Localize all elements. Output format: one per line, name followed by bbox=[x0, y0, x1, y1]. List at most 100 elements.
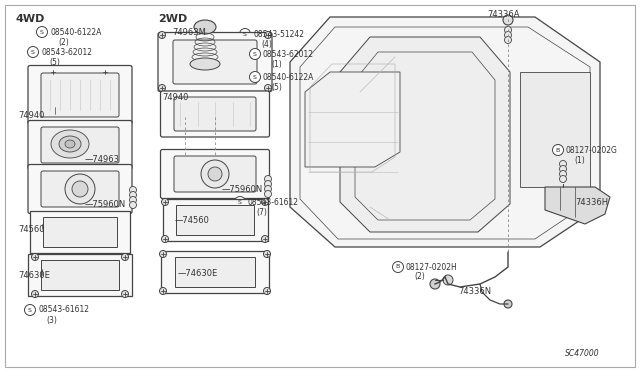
Circle shape bbox=[504, 32, 511, 38]
FancyBboxPatch shape bbox=[174, 97, 256, 131]
Polygon shape bbox=[340, 37, 510, 232]
FancyBboxPatch shape bbox=[173, 40, 257, 84]
Circle shape bbox=[264, 190, 271, 198]
Circle shape bbox=[201, 160, 229, 188]
FancyBboxPatch shape bbox=[174, 156, 256, 192]
Text: S: S bbox=[31, 49, 35, 55]
Text: 74560: 74560 bbox=[18, 224, 45, 234]
Circle shape bbox=[559, 160, 566, 167]
Circle shape bbox=[129, 186, 136, 193]
Circle shape bbox=[264, 186, 271, 192]
Bar bbox=[161, 251, 269, 293]
Text: B: B bbox=[556, 148, 560, 153]
Circle shape bbox=[250, 48, 260, 60]
Text: 08543-62012: 08543-62012 bbox=[41, 48, 92, 57]
Circle shape bbox=[264, 180, 271, 187]
Text: 74336H: 74336H bbox=[575, 198, 608, 206]
Text: S: S bbox=[253, 74, 257, 80]
Text: 08543-62012: 08543-62012 bbox=[263, 49, 314, 58]
Text: (3): (3) bbox=[46, 315, 57, 324]
Text: 08543-51242: 08543-51242 bbox=[253, 29, 304, 38]
Circle shape bbox=[161, 199, 168, 205]
Polygon shape bbox=[520, 72, 590, 187]
Circle shape bbox=[559, 170, 566, 177]
Text: (1): (1) bbox=[271, 60, 282, 68]
Text: —75960N: —75960N bbox=[85, 199, 126, 208]
Text: B: B bbox=[396, 264, 400, 269]
Circle shape bbox=[504, 36, 511, 44]
Circle shape bbox=[443, 275, 453, 285]
FancyBboxPatch shape bbox=[161, 150, 269, 199]
FancyBboxPatch shape bbox=[41, 171, 119, 207]
Bar bbox=[43, 217, 117, 247]
Text: 08543-61612: 08543-61612 bbox=[38, 305, 89, 314]
Text: (5): (5) bbox=[271, 83, 282, 92]
Ellipse shape bbox=[190, 58, 220, 70]
Circle shape bbox=[24, 305, 35, 315]
FancyBboxPatch shape bbox=[28, 121, 132, 170]
FancyBboxPatch shape bbox=[41, 73, 119, 117]
Circle shape bbox=[504, 26, 511, 33]
Text: S: S bbox=[28, 308, 32, 312]
Circle shape bbox=[234, 196, 246, 208]
FancyBboxPatch shape bbox=[41, 127, 119, 163]
Circle shape bbox=[122, 291, 129, 298]
Text: 74940: 74940 bbox=[162, 93, 188, 102]
Bar bbox=[41, 260, 119, 290]
FancyBboxPatch shape bbox=[28, 164, 132, 214]
Circle shape bbox=[559, 176, 566, 183]
Text: —74630E: —74630E bbox=[178, 269, 218, 279]
Circle shape bbox=[36, 26, 47, 38]
Text: 74963M: 74963M bbox=[172, 28, 206, 37]
Text: (5): (5) bbox=[49, 58, 60, 67]
Text: 2WD: 2WD bbox=[158, 14, 188, 24]
Text: 74630E: 74630E bbox=[18, 270, 50, 279]
Ellipse shape bbox=[65, 140, 75, 148]
Circle shape bbox=[504, 300, 512, 308]
Circle shape bbox=[264, 250, 271, 257]
Circle shape bbox=[250, 71, 260, 83]
Circle shape bbox=[264, 288, 271, 295]
Bar bbox=[176, 205, 254, 235]
Text: 08127-0202G: 08127-0202G bbox=[566, 145, 618, 154]
Text: —75960N: —75960N bbox=[222, 185, 263, 193]
Circle shape bbox=[264, 84, 271, 92]
Circle shape bbox=[430, 279, 440, 289]
Text: 74940: 74940 bbox=[18, 110, 44, 119]
Circle shape bbox=[159, 288, 166, 295]
Circle shape bbox=[239, 29, 250, 39]
Circle shape bbox=[129, 192, 136, 199]
Ellipse shape bbox=[59, 136, 81, 152]
Circle shape bbox=[65, 174, 95, 204]
Circle shape bbox=[28, 46, 38, 58]
Circle shape bbox=[392, 262, 403, 273]
Polygon shape bbox=[305, 72, 400, 167]
FancyBboxPatch shape bbox=[161, 91, 269, 137]
Text: S: S bbox=[253, 51, 257, 57]
Text: 08540-6122A: 08540-6122A bbox=[50, 28, 101, 36]
Circle shape bbox=[31, 291, 38, 298]
Circle shape bbox=[552, 144, 563, 155]
Circle shape bbox=[129, 196, 136, 203]
Text: 08540-6122A: 08540-6122A bbox=[263, 73, 314, 81]
Circle shape bbox=[264, 32, 271, 38]
Text: 74336N: 74336N bbox=[458, 288, 491, 296]
Ellipse shape bbox=[51, 130, 89, 158]
Circle shape bbox=[503, 15, 513, 25]
Bar bbox=[175, 257, 255, 287]
Text: —74963: —74963 bbox=[85, 154, 120, 164]
Text: (2): (2) bbox=[58, 38, 68, 46]
Circle shape bbox=[159, 250, 166, 257]
Text: (2): (2) bbox=[414, 273, 425, 282]
Circle shape bbox=[159, 32, 166, 38]
FancyBboxPatch shape bbox=[158, 32, 272, 92]
Text: S: S bbox=[238, 199, 242, 205]
Circle shape bbox=[159, 84, 166, 92]
Bar bbox=[30, 211, 130, 253]
Text: —74560: —74560 bbox=[175, 215, 210, 224]
Text: 74336A: 74336A bbox=[487, 10, 520, 19]
Circle shape bbox=[262, 235, 269, 243]
Circle shape bbox=[49, 68, 56, 76]
Text: (4): (4) bbox=[261, 39, 272, 48]
Circle shape bbox=[72, 181, 88, 197]
